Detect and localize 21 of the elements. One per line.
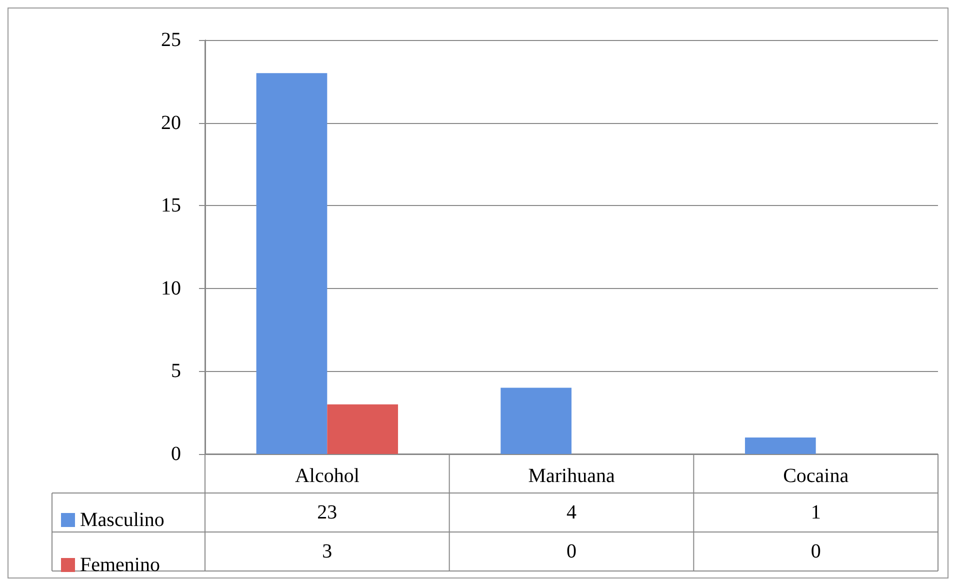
y-tick-label: 25: [161, 29, 181, 51]
legend-label: Femenino: [80, 554, 160, 576]
data-label: 1: [810, 502, 821, 524]
legend-label: Masculino: [80, 509, 164, 531]
bar: [327, 404, 398, 454]
bar: [744, 437, 816, 454]
data-label: 3: [322, 540, 332, 562]
y-tick-label: 5: [171, 360, 181, 382]
bar: [500, 388, 572, 454]
bar: [256, 73, 328, 454]
data-label: 4: [566, 502, 576, 524]
y-tick-label: 10: [161, 277, 181, 300]
x-tick-label: Cocaina: [783, 465, 849, 487]
y-tick-label: 15: [161, 194, 181, 217]
y-tick-label: 20: [161, 112, 181, 134]
data-label: 0: [810, 540, 821, 562]
data-label: 23: [317, 502, 338, 524]
x-tick-label: Marihuana: [528, 465, 615, 487]
x-tick-label: Alcohol: [294, 465, 360, 487]
data-label: 0: [566, 540, 576, 562]
y-tick-label: 0: [171, 443, 181, 465]
